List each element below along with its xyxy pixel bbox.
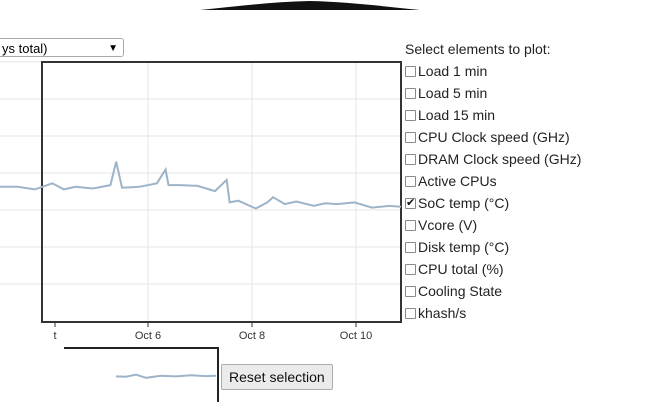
- option-load-5min[interactable]: Load 5 min: [405, 82, 581, 104]
- plot-frame: [41, 61, 402, 323]
- options-panel: Select elements to plot: Load 1 min Load…: [405, 40, 581, 324]
- option-label: SoC temp (°C): [418, 195, 510, 211]
- checkbox[interactable]: [405, 219, 416, 231]
- option-label: Load 5 min: [418, 85, 488, 101]
- overview-chart[interactable]: [0, 0, 222, 402]
- option-dram-clock[interactable]: DRAM Clock speed (GHz): [405, 148, 581, 170]
- option-cooling-state[interactable]: Cooling State: [405, 280, 581, 302]
- checkbox[interactable]: [405, 307, 416, 319]
- chevron-down-icon: ▼: [108, 43, 118, 54]
- checkbox[interactable]: [405, 175, 416, 187]
- x-tick-label-3: Oct 10: [340, 330, 372, 342]
- options-panel-title: Select elements to plot:: [405, 41, 551, 57]
- option-label: CPU total (%): [418, 261, 504, 277]
- option-label: Cooling State: [418, 283, 503, 299]
- checkbox[interactable]: [405, 87, 416, 99]
- series-line-soc-temp: [0, 161, 402, 210]
- option-vcore[interactable]: Vcore (V): [405, 214, 581, 236]
- x-tick-label-0: t: [53, 330, 56, 342]
- x-tick-label-1: Oct 6: [135, 330, 161, 342]
- reset-selection-button[interactable]: Reset selection: [221, 364, 333, 390]
- checkbox[interactable]: [405, 131, 416, 143]
- checkbox[interactable]: [405, 263, 416, 275]
- option-label: Vcore (V): [418, 217, 478, 233]
- top-decor-shape: [200, 1, 420, 10]
- option-label: DRAM Clock speed (GHz): [418, 151, 582, 167]
- option-soc-temp[interactable]: SoC temp (°C): [405, 192, 581, 214]
- overview-series-line: [115, 373, 217, 379]
- option-disk-temp[interactable]: Disk temp (°C): [405, 236, 581, 258]
- option-cpu-clock[interactable]: CPU Clock speed (GHz): [405, 126, 581, 148]
- checkbox[interactable]: [405, 65, 416, 77]
- checkbox[interactable]: [405, 153, 416, 165]
- option-load-1min[interactable]: Load 1 min: [405, 60, 581, 82]
- option-label: khash/s: [418, 305, 467, 321]
- option-cpu-total[interactable]: CPU total (%): [405, 258, 581, 280]
- option-load-15min[interactable]: Load 15 min: [405, 104, 581, 126]
- option-label: CPU Clock speed (GHz): [418, 129, 570, 145]
- x-tick-label-2: Oct 8: [239, 330, 265, 342]
- option-active-cpus[interactable]: Active CPUs: [405, 170, 581, 192]
- option-label: Active CPUs: [418, 173, 497, 189]
- option-label: Load 15 min: [418, 107, 496, 123]
- option-label: Load 1 min: [418, 63, 488, 79]
- checkbox[interactable]: [405, 285, 416, 297]
- option-khash[interactable]: khash/s: [405, 302, 581, 324]
- main-chart[interactable]: t Oct 6 Oct 8 Oct 10: [0, 0, 403, 345]
- range-select-value: ys total): [2, 41, 48, 56]
- range-select[interactable]: ys total) ▼: [0, 38, 124, 57]
- checkbox[interactable]: [405, 241, 416, 253]
- option-label: Disk temp (°C): [418, 239, 510, 255]
- checkbox[interactable]: [405, 109, 416, 121]
- checkbox-checked[interactable]: [405, 196, 416, 209]
